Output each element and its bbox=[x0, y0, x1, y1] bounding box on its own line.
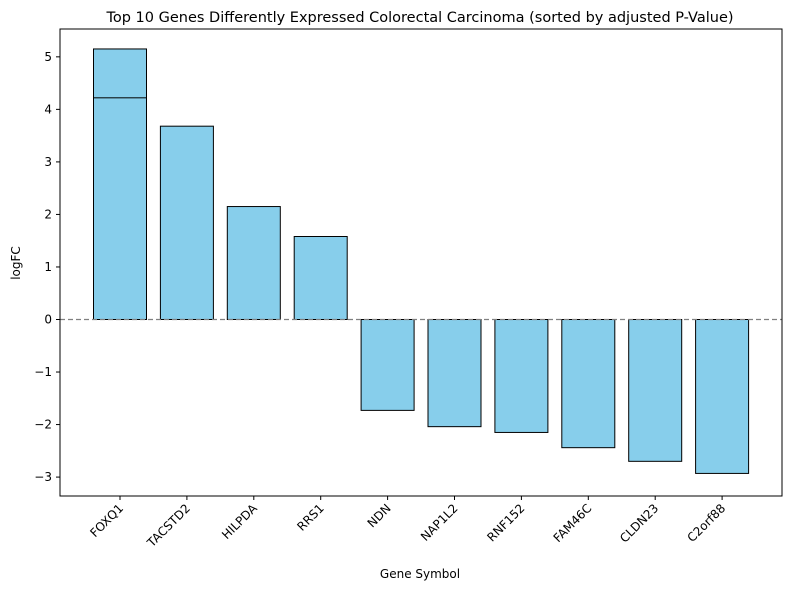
bar-cldn23-9 bbox=[628, 319, 683, 462]
bars-layer bbox=[93, 48, 750, 474]
x-tick-label-fam46c: FAM46C bbox=[551, 501, 595, 545]
bar-foxq1-1 bbox=[93, 97, 147, 320]
x-tick-label-foxq1: FOXQ1 bbox=[87, 501, 126, 540]
x-tick-label-cldn23: CLDN23 bbox=[617, 501, 661, 545]
y-tick-label: −1 bbox=[34, 365, 52, 379]
plot-area-frame bbox=[59, 28, 783, 497]
y-tick-label: 1 bbox=[44, 260, 52, 274]
y-axis-label: logFC bbox=[9, 246, 23, 280]
x-tick-label-rnf152: RNF152 bbox=[484, 501, 527, 544]
y-tick-label: 3 bbox=[44, 155, 52, 169]
bar-rnf152-7 bbox=[494, 319, 549, 433]
bar-rrs1-4 bbox=[293, 236, 348, 320]
bar-nap1l2-6 bbox=[427, 319, 482, 428]
x-tick-label-rrs1: RRS1 bbox=[294, 501, 326, 533]
y-tick-label: 2 bbox=[44, 207, 52, 221]
y-tick-label: 4 bbox=[44, 102, 52, 116]
y-tick-label: −3 bbox=[34, 470, 52, 484]
x-axis-label: Gene Symbol bbox=[380, 567, 460, 581]
x-tick-label-c2orf88: C2orf88 bbox=[685, 501, 729, 545]
chart-title: Top 10 Genes Differently Expressed Color… bbox=[105, 10, 733, 26]
x-tick-label-nap1l2: NAP1L2 bbox=[418, 501, 461, 544]
x-axis: FOXQ1 TACSTD2 HILPDA RRS1 NDN NAP1L2 RNF152 FAM… bbox=[87, 496, 728, 550]
x-tick-label-ndn: NDN bbox=[365, 501, 394, 530]
bar-hilpda-3 bbox=[226, 206, 281, 320]
y-tick-label: 5 bbox=[44, 50, 52, 64]
bar-fam46c-8 bbox=[561, 319, 616, 449]
bar-tacstd2-2 bbox=[159, 125, 214, 320]
bar-c2orf88-10 bbox=[695, 319, 750, 474]
y-tick-label: 0 bbox=[44, 312, 52, 326]
x-tick-label-hilpda: HILPDA bbox=[219, 501, 260, 542]
y-axis: −3 −2 −1 0 1 2 3 4 5 bbox=[34, 50, 60, 484]
bar-ndn-5 bbox=[360, 319, 415, 411]
y-tick-label: −2 bbox=[34, 418, 52, 432]
x-tick-label-tacstd2: TACSTD2 bbox=[144, 501, 193, 550]
